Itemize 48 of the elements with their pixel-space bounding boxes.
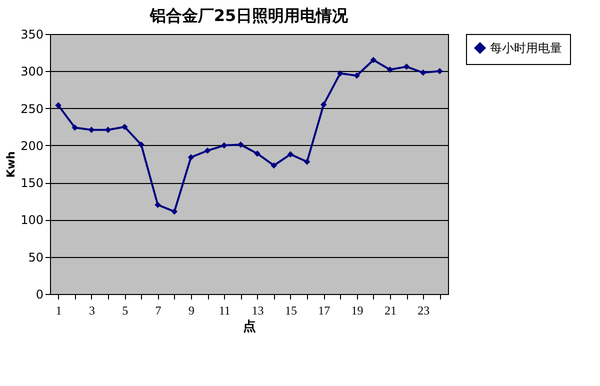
x-tick-label: 19 xyxy=(351,304,364,318)
legend-label: 每小时用电量 xyxy=(490,41,562,55)
point xyxy=(171,208,178,215)
y-tick-label: 200 xyxy=(20,138,44,153)
y-axis-title: Kwh xyxy=(4,151,18,178)
point xyxy=(154,202,161,208)
x-tick-label: 3 xyxy=(88,304,95,318)
y-tick-label: 300 xyxy=(20,64,44,79)
y-tick-label: 150 xyxy=(20,176,44,190)
point xyxy=(304,158,310,165)
x-axis-title: 点 xyxy=(243,318,256,334)
x-tick-label: 23 xyxy=(418,304,430,318)
point xyxy=(188,154,194,160)
chart-title: 铝合金厂25日照明用电情况 xyxy=(148,6,350,25)
point xyxy=(287,151,294,158)
point xyxy=(204,147,211,154)
point xyxy=(254,150,260,157)
point xyxy=(220,142,228,149)
x-tick-label: 1 xyxy=(56,304,62,318)
point xyxy=(337,70,344,77)
point xyxy=(370,56,377,64)
point xyxy=(238,142,244,148)
x-tick-label: 13 xyxy=(252,304,264,318)
y-tick-label: 0 xyxy=(36,288,44,302)
point xyxy=(420,69,426,76)
point xyxy=(270,162,278,169)
y-tick-label: 250 xyxy=(20,102,44,116)
y-tick-label: 50 xyxy=(28,250,44,264)
point xyxy=(72,124,78,131)
point xyxy=(320,101,327,108)
x-tick-label: 7 xyxy=(155,304,162,318)
point xyxy=(403,64,410,70)
point xyxy=(138,142,144,148)
y-tick-label: 350 xyxy=(20,28,44,42)
x-tick-label: 11 xyxy=(218,304,230,318)
point xyxy=(386,66,394,73)
point xyxy=(354,72,360,79)
point xyxy=(88,126,95,133)
x-tick-label: 21 xyxy=(384,304,396,318)
x-tick-label: 9 xyxy=(188,304,194,318)
point xyxy=(436,68,443,74)
x-tick-label: 15 xyxy=(284,304,297,318)
y-tick-label: 100 xyxy=(20,213,44,228)
point xyxy=(121,124,128,130)
point xyxy=(104,126,112,133)
point xyxy=(55,102,62,108)
x-tick-label: 5 xyxy=(122,304,128,318)
x-tick-label: 17 xyxy=(318,304,330,318)
